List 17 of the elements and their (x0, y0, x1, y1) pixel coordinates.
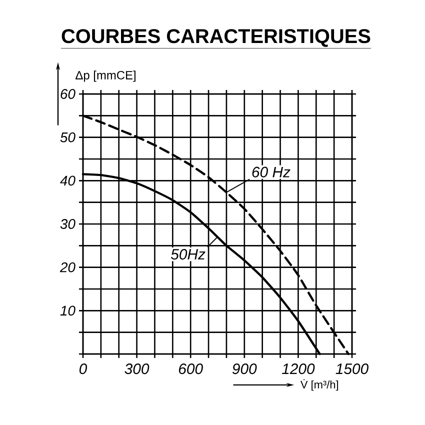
x-tick-label: 300 (124, 364, 150, 374)
x-tick-label: 600 (178, 364, 203, 374)
legend-label: 50Hz (170, 248, 206, 260)
y-tick-label: 40 (60, 176, 76, 186)
y-tick-label: 50 (60, 132, 76, 142)
x-tick-label: 1500 (336, 364, 368, 374)
y-tick-label: 60 (60, 89, 76, 99)
y-tick-label: 20 (60, 262, 76, 272)
x-tick-label: 0 (80, 364, 88, 374)
series-label: 60 Hz (252, 166, 290, 178)
y-tick-label: 30 (60, 219, 76, 229)
chart-title: COURBES CARACTERISTIQUES (62, 29, 370, 47)
y-tick-label: 10 (60, 306, 76, 316)
x-tick-label: 900 (232, 364, 257, 374)
y-axis-title: Δp [mmCE] (76, 70, 136, 82)
x-tick-label: 1200 (282, 364, 315, 374)
x-axis-title: V̇ [m³/h] (300, 379, 338, 391)
